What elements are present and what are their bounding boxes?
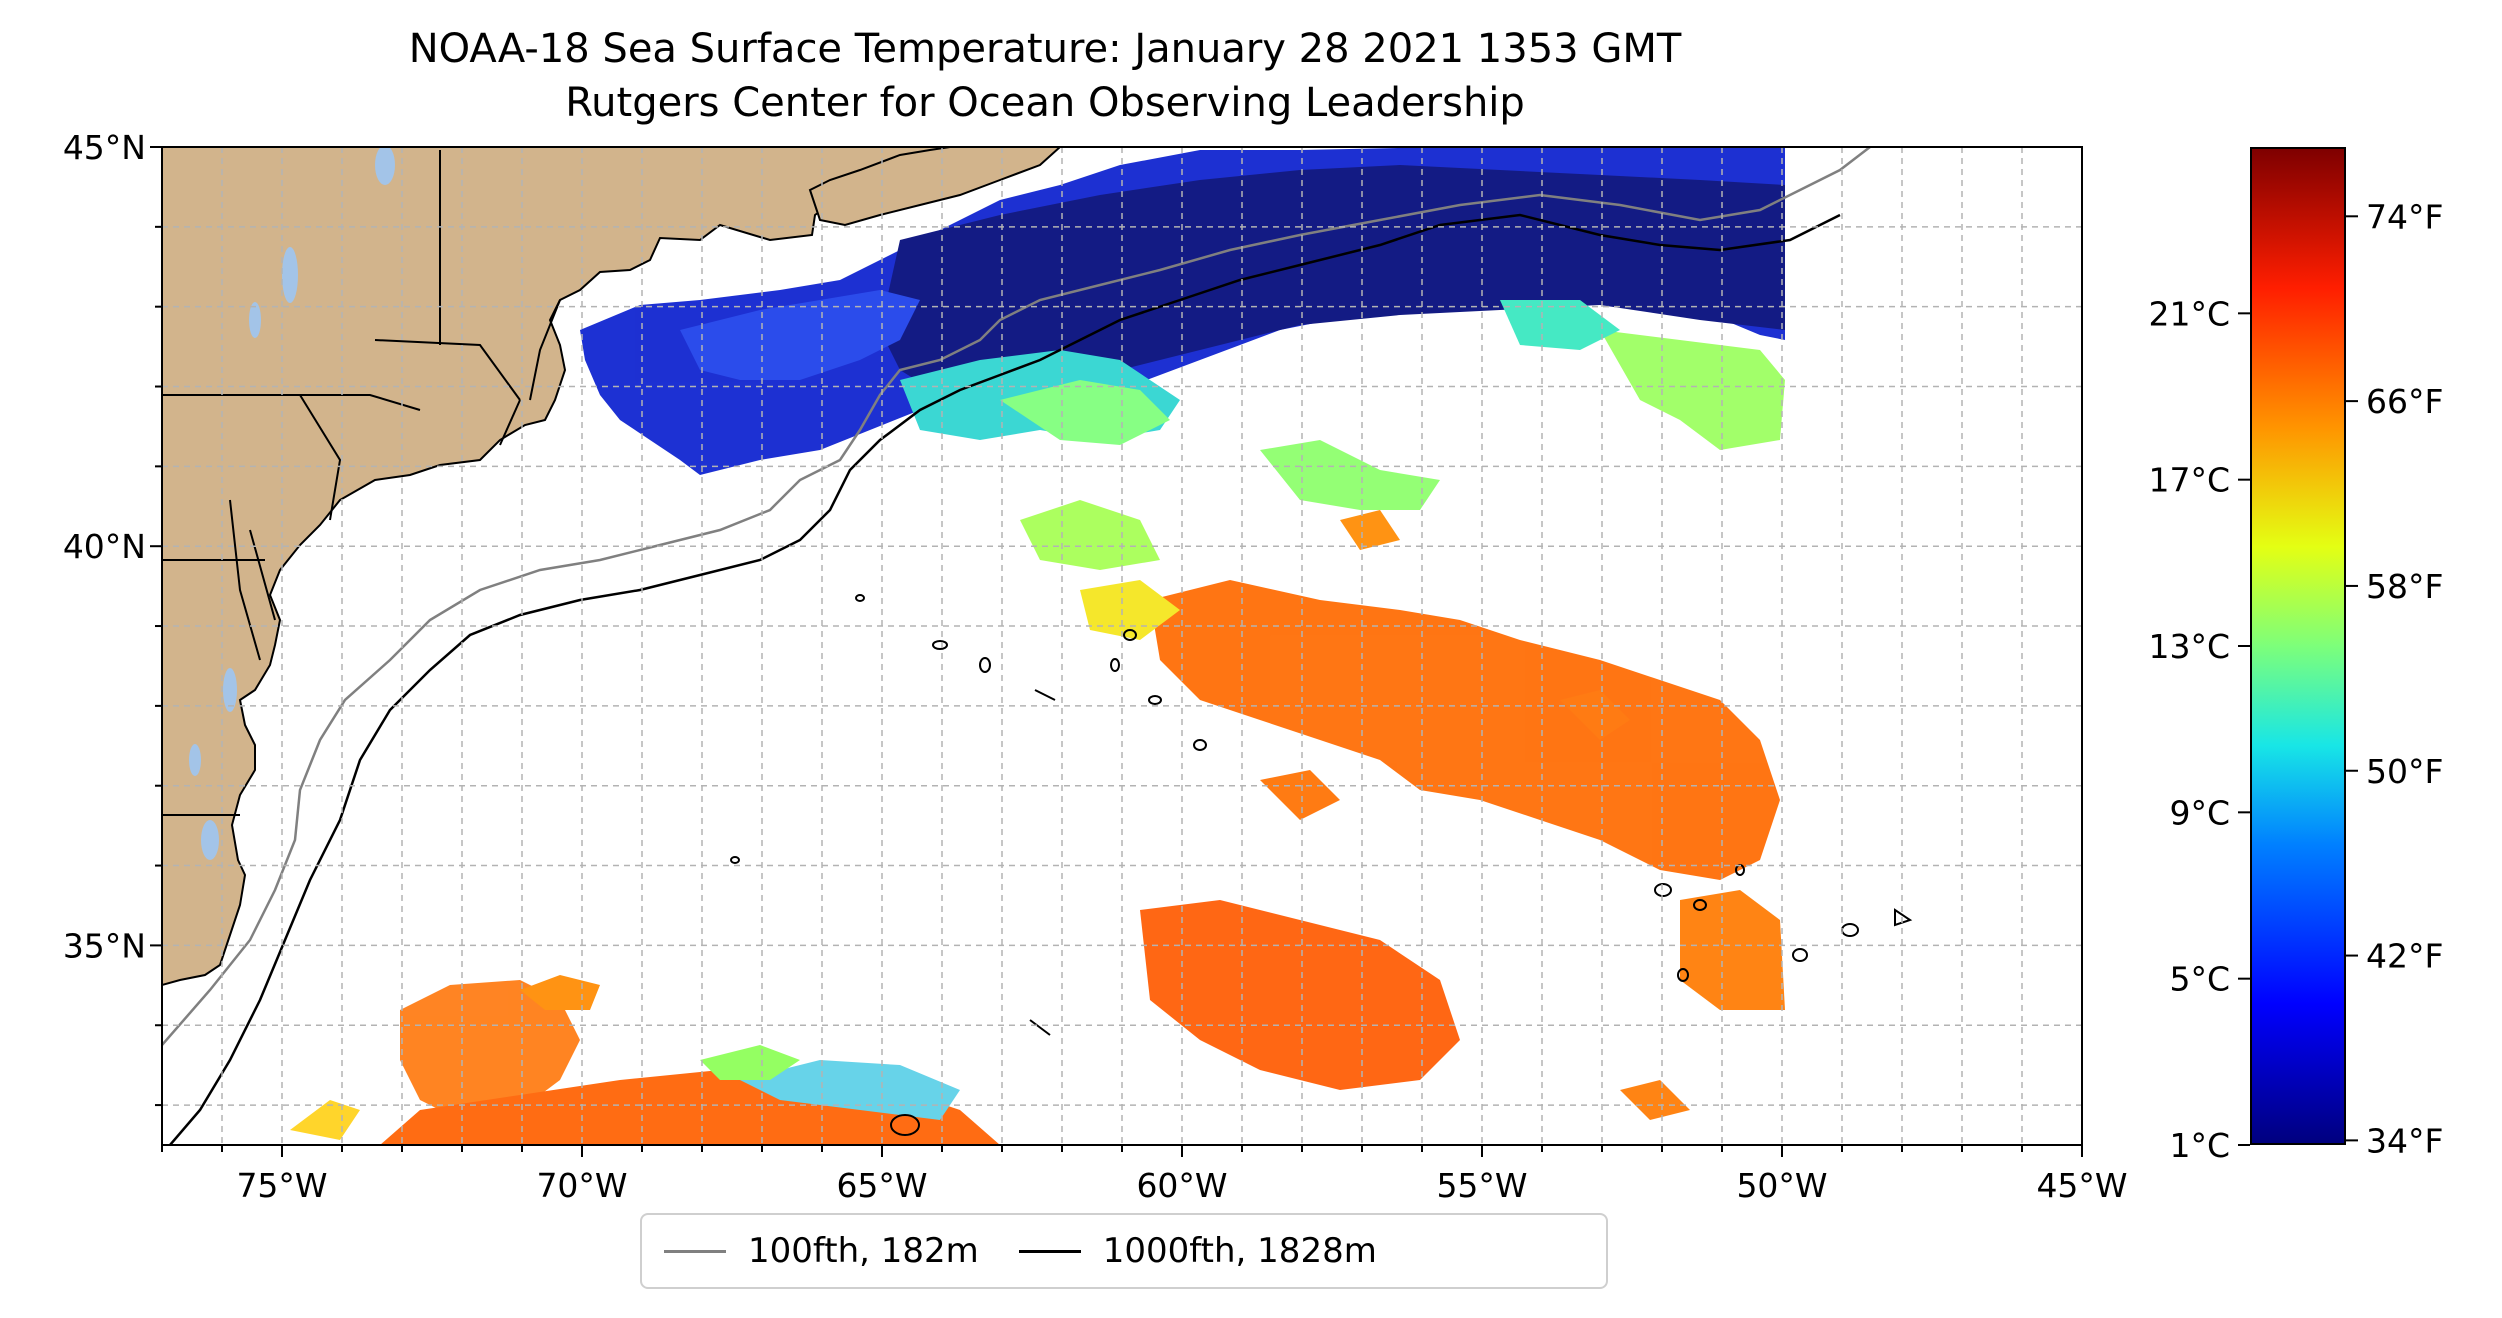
x-axis-labels: 75°W 70°W 65°W 60°W 55°W 50°W 45°W	[236, 1166, 2127, 1205]
sst-yellow-fringe	[1080, 580, 1180, 640]
sst-green-mid	[1260, 440, 1440, 510]
legend-entry-100fth: 100fth, 182m	[664, 1231, 979, 1271]
sst-warm-south	[1140, 900, 1460, 1090]
x-tick-label: 55°W	[1436, 1166, 1527, 1205]
colorbar-label-c: 9°C	[2169, 793, 2230, 832]
map-layers	[162, 147, 2082, 1145]
state-borders	[162, 150, 561, 816]
sst-green-mid2	[1020, 500, 1160, 570]
legend-label-100fth: 100fth, 182m	[748, 1231, 979, 1271]
colorbar-label-c: 17°C	[2148, 461, 2230, 500]
sst-warm-southwest	[400, 980, 580, 1120]
isobath-1000fth	[169, 213, 1841, 1145]
colorbar-ticks: 1°C 5°C 9°C 13°C 17°C 21°C 34°F 42°F 50°F 58°F 66°…	[2148, 197, 2443, 1165]
colorbar-label-c: 13°C	[2148, 627, 2230, 666]
sst-green-front	[1000, 380, 1170, 445]
legend-entry-1000fth: 1000fth, 1828m	[1018, 1231, 1377, 1271]
x-tick-label: 50°W	[1736, 1166, 1827, 1205]
x-tick-label: 70°W	[536, 1166, 627, 1205]
sst-warm-core	[1150, 580, 1780, 880]
axis-ticks	[150, 146, 2083, 1157]
x-tick-label: 65°W	[836, 1166, 927, 1205]
sst-cyan-east	[1500, 300, 1620, 350]
land-nova-scotia	[808, 147, 1062, 227]
colorbar-label-f: 74°F	[2366, 197, 2443, 236]
sst-cold-band-dark	[880, 165, 1785, 395]
sst-cold-west	[680, 290, 920, 380]
x-tick-label: 45°W	[2036, 1166, 2127, 1205]
colorbar	[2250, 147, 2346, 1145]
colorbar-label-f: 66°F	[2366, 382, 2443, 421]
legend-label-1000fth: 1000fth, 1828m	[1102, 1231, 1377, 1271]
x-tick-label: 75°W	[236, 1166, 327, 1205]
y-tick-label: 45°N	[63, 128, 146, 167]
legend-swatch-1000fth	[1018, 1249, 1081, 1253]
x-tick-label: 60°W	[1136, 1166, 1227, 1205]
y-tick-label: 35°N	[63, 926, 146, 965]
colorbar-label-f: 42°F	[2366, 937, 2443, 976]
legend: 100fth, 182m 1000fth, 1828m	[640, 1213, 1608, 1289]
colorbar-label-f: 50°F	[2366, 752, 2443, 791]
lakes	[189, 147, 395, 860]
land-mass	[162, 147, 1056, 987]
y-tick-label: 40°N	[63, 527, 146, 566]
sst-green-east	[1600, 330, 1785, 450]
sst-patch-1	[1560, 690, 1630, 740]
gridlines	[162, 147, 2082, 1145]
colorbar-label-f: 34°F	[2366, 1121, 2443, 1160]
isobath-100fth	[162, 147, 1871, 1046]
sst-warm-east	[1680, 890, 1785, 1010]
sst-patch-4	[1340, 510, 1400, 550]
sst-patch-2	[1260, 770, 1340, 820]
legend-swatch-100fth	[664, 1249, 726, 1253]
map-subtitle: Rutgers Center for Ocean Observing Leade…	[565, 80, 1525, 126]
sst-green-bottom	[700, 1045, 800, 1080]
seamount-contours	[730, 594, 1913, 1136]
colorbar-label-c: 1°C	[2169, 1126, 2230, 1165]
sst-patch-3	[1620, 1080, 1690, 1120]
colorbar-label-c: 5°C	[2169, 960, 2230, 999]
sst-yellow-sw	[290, 1100, 360, 1140]
sst-orange-sw	[520, 975, 600, 1010]
colorbar-label-c: 21°C	[2148, 294, 2230, 333]
y-axis-labels: 45°N 40°N 35°N	[63, 128, 146, 965]
map-title: NOAA-18 Sea Surface Temperature: January…	[408, 26, 1682, 72]
colorbar-label-f: 58°F	[2366, 567, 2443, 606]
